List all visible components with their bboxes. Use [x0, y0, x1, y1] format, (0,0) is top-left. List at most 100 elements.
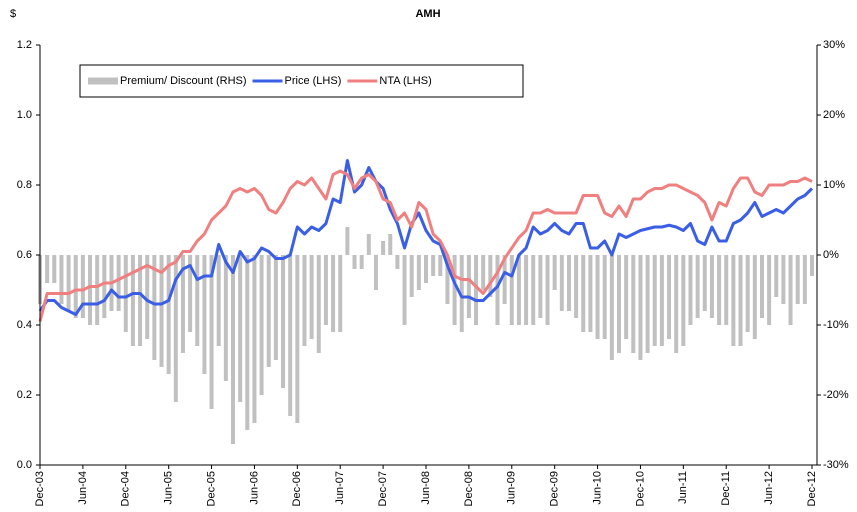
bar: [223, 255, 228, 381]
bar: [595, 255, 600, 339]
bar: [238, 255, 243, 402]
bar: [309, 255, 314, 339]
x-tick-label: Dec-10: [634, 471, 646, 506]
bar: [474, 255, 479, 325]
bar: [724, 255, 729, 325]
line: [38, 169, 813, 322]
legend-label: Price (LHS): [285, 75, 342, 87]
y2-tick-label: 20%: [823, 109, 845, 121]
bar: [209, 255, 214, 409]
bar: [95, 255, 100, 325]
bar: [88, 255, 93, 325]
bar: [159, 255, 164, 367]
bar: [731, 255, 736, 346]
legend-label: Premium/ Discount (RHS): [120, 75, 247, 87]
bar: [574, 255, 579, 318]
bar: [366, 234, 371, 255]
bar: [116, 255, 121, 311]
bar: [338, 255, 343, 332]
bar: [695, 255, 700, 318]
bar: [810, 255, 814, 276]
bar: [152, 255, 157, 360]
bar: [395, 255, 400, 269]
bar: [509, 255, 514, 325]
bar: [138, 255, 143, 346]
bar: [652, 255, 657, 346]
bar: [624, 255, 629, 339]
x-tick-label: Dec-12: [806, 471, 818, 506]
x-tick-label: Dec-11: [720, 471, 732, 506]
bar: [245, 255, 250, 430]
line: [38, 159, 814, 316]
bar: [659, 255, 664, 346]
bar: [459, 255, 464, 332]
bar: [531, 255, 536, 325]
x-tick-label: Jun-11: [677, 471, 689, 504]
bar: [216, 255, 221, 346]
bar: [45, 255, 50, 283]
legend-label: NTA (LHS): [379, 75, 431, 87]
x-tick-label: Dec-06: [291, 471, 303, 506]
bar: [617, 255, 621, 353]
bar: [166, 255, 171, 374]
legend-swatch: [347, 79, 378, 83]
y-axis-label: $: [10, 8, 16, 20]
bar: [352, 255, 357, 269]
bar: [581, 255, 586, 332]
x-tick-label: Dec-04: [120, 471, 132, 506]
bar: [738, 255, 743, 346]
y2-tick-label: -20%: [823, 389, 849, 401]
bar: [709, 255, 714, 318]
x-tick-label: Dec-03: [34, 471, 46, 506]
bar: [73, 255, 78, 318]
x-tick-label: Dec-08: [463, 471, 475, 506]
bar: [488, 255, 493, 297]
bar: [674, 255, 679, 353]
x-tick-label: Dec-07: [377, 471, 389, 506]
bar: [688, 255, 693, 325]
bar: [667, 255, 672, 339]
bar: [130, 255, 135, 346]
bar: [602, 255, 607, 339]
legend-swatch: [252, 79, 283, 83]
x-tick-label: Jun-10: [591, 471, 603, 505]
bar: [231, 255, 235, 444]
y2-tick-label: -30%: [823, 459, 849, 471]
bar: [759, 255, 764, 318]
y2-tick-label: 10%: [823, 179, 845, 191]
bar: [252, 255, 257, 423]
bar: [802, 255, 807, 304]
bar: [302, 255, 307, 346]
x-tick-label: Jun-07: [334, 471, 346, 505]
y-tick-label: 0.0: [17, 459, 32, 471]
bar: [538, 255, 543, 318]
bar: [452, 255, 457, 325]
y-tick-label: 0.8: [17, 179, 32, 191]
bar: [645, 255, 650, 353]
x-tick-label: Jun-06: [248, 471, 260, 505]
bar: [381, 241, 386, 255]
bar: [524, 255, 529, 325]
bar: [609, 255, 614, 360]
bar: [631, 255, 636, 353]
bar: [795, 255, 800, 304]
y-tick-label: 0.2: [17, 389, 32, 401]
bar: [502, 255, 507, 304]
bar: [438, 255, 443, 276]
bar: [781, 255, 786, 304]
bar: [481, 255, 486, 290]
bar: [466, 255, 471, 318]
y-tick-label: 1.0: [17, 109, 32, 121]
bar: [66, 255, 71, 311]
x-tick-label: Dec-05: [205, 471, 217, 506]
bar: [373, 255, 378, 290]
bar: [545, 255, 550, 325]
bar: [202, 255, 207, 374]
bar: [424, 255, 428, 283]
y-tick-label: 0.4: [17, 319, 32, 331]
bar: [52, 255, 57, 283]
bar: [552, 255, 557, 290]
legend-box: [79, 64, 524, 98]
bar: [416, 255, 421, 290]
